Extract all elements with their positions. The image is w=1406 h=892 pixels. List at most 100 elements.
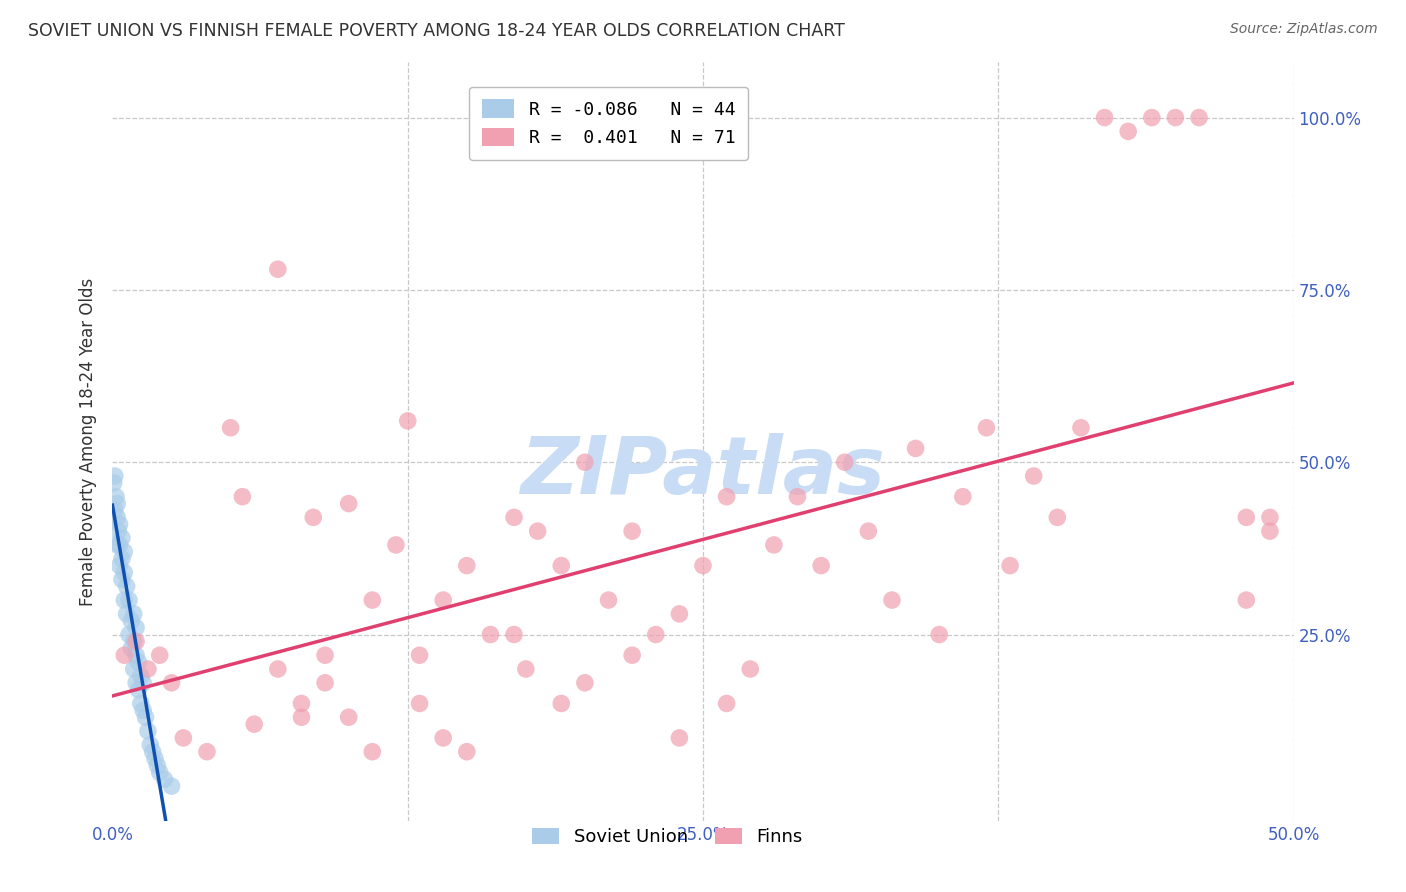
Point	[243, 717, 266, 731]
Point	[716, 490, 738, 504]
Point	[105, 538, 128, 552]
Point	[125, 634, 148, 648]
Point	[160, 779, 183, 793]
Point	[396, 414, 419, 428]
Point	[740, 662, 762, 676]
Point	[1234, 593, 1257, 607]
Point	[621, 648, 644, 663]
Point	[526, 524, 548, 538]
Point	[111, 531, 134, 545]
Point	[1234, 510, 1257, 524]
Point	[115, 579, 138, 593]
Point	[1258, 524, 1281, 538]
Point	[1140, 111, 1163, 125]
Point	[716, 697, 738, 711]
Point	[302, 510, 325, 524]
Y-axis label: Female Poverty Among 18-24 Year Olds: Female Poverty Among 18-24 Year Olds	[79, 277, 97, 606]
Point	[314, 675, 336, 690]
Point	[195, 745, 218, 759]
Point	[125, 648, 148, 663]
Point	[104, 503, 127, 517]
Point	[1022, 469, 1045, 483]
Point	[105, 510, 128, 524]
Point	[337, 710, 360, 724]
Point	[112, 545, 135, 559]
Point	[122, 662, 145, 676]
Point	[105, 497, 128, 511]
Point	[858, 524, 880, 538]
Point	[408, 697, 430, 711]
Point	[574, 675, 596, 690]
Text: Source: ZipAtlas.com: Source: ZipAtlas.com	[1230, 22, 1378, 37]
Point	[132, 675, 155, 690]
Point	[1070, 421, 1092, 435]
Point	[762, 538, 785, 552]
Point	[976, 421, 998, 435]
Point	[550, 697, 572, 711]
Point	[515, 662, 537, 676]
Point	[361, 745, 384, 759]
Legend: Soviet Union, Finns: Soviet Union, Finns	[524, 821, 810, 854]
Point	[115, 607, 138, 621]
Point	[503, 510, 526, 524]
Point	[105, 490, 128, 504]
Point	[104, 469, 127, 483]
Point	[479, 627, 502, 641]
Point	[952, 490, 974, 504]
Point	[146, 758, 169, 772]
Point	[810, 558, 832, 573]
Point	[127, 655, 149, 669]
Point	[149, 648, 172, 663]
Point	[290, 710, 312, 724]
Point	[1094, 111, 1116, 125]
Point	[120, 641, 142, 656]
Point	[120, 614, 142, 628]
Point	[1116, 124, 1139, 138]
Point	[550, 558, 572, 573]
Point	[127, 682, 149, 697]
Point	[122, 634, 145, 648]
Point	[456, 745, 478, 759]
Point	[1258, 510, 1281, 524]
Point	[112, 648, 135, 663]
Point	[112, 566, 135, 580]
Point	[108, 558, 131, 573]
Point	[103, 475, 125, 490]
Point	[998, 558, 1021, 573]
Point	[149, 765, 172, 780]
Point	[129, 669, 152, 683]
Point	[136, 662, 159, 676]
Point	[108, 517, 131, 532]
Point	[574, 455, 596, 469]
Point	[129, 697, 152, 711]
Point	[118, 593, 141, 607]
Point	[668, 607, 690, 621]
Point	[219, 421, 242, 435]
Point	[786, 490, 808, 504]
Point	[834, 455, 856, 469]
Point	[267, 662, 290, 676]
Point	[644, 627, 666, 641]
Point	[153, 772, 176, 787]
Point	[112, 593, 135, 607]
Point	[111, 551, 134, 566]
Point	[122, 607, 145, 621]
Point	[928, 627, 950, 641]
Point	[267, 262, 290, 277]
Point	[1164, 111, 1187, 125]
Point	[456, 558, 478, 573]
Point	[142, 745, 165, 759]
Point	[290, 697, 312, 711]
Point	[432, 593, 454, 607]
Point	[880, 593, 903, 607]
Point	[692, 558, 714, 573]
Text: SOVIET UNION VS FINNISH FEMALE POVERTY AMONG 18-24 YEAR OLDS CORRELATION CHART: SOVIET UNION VS FINNISH FEMALE POVERTY A…	[28, 22, 845, 40]
Point	[598, 593, 620, 607]
Point	[408, 648, 430, 663]
Point	[118, 627, 141, 641]
Point	[135, 710, 157, 724]
Text: ZIPatlas: ZIPatlas	[520, 433, 886, 511]
Point	[125, 675, 148, 690]
Point	[172, 731, 194, 745]
Point	[385, 538, 408, 552]
